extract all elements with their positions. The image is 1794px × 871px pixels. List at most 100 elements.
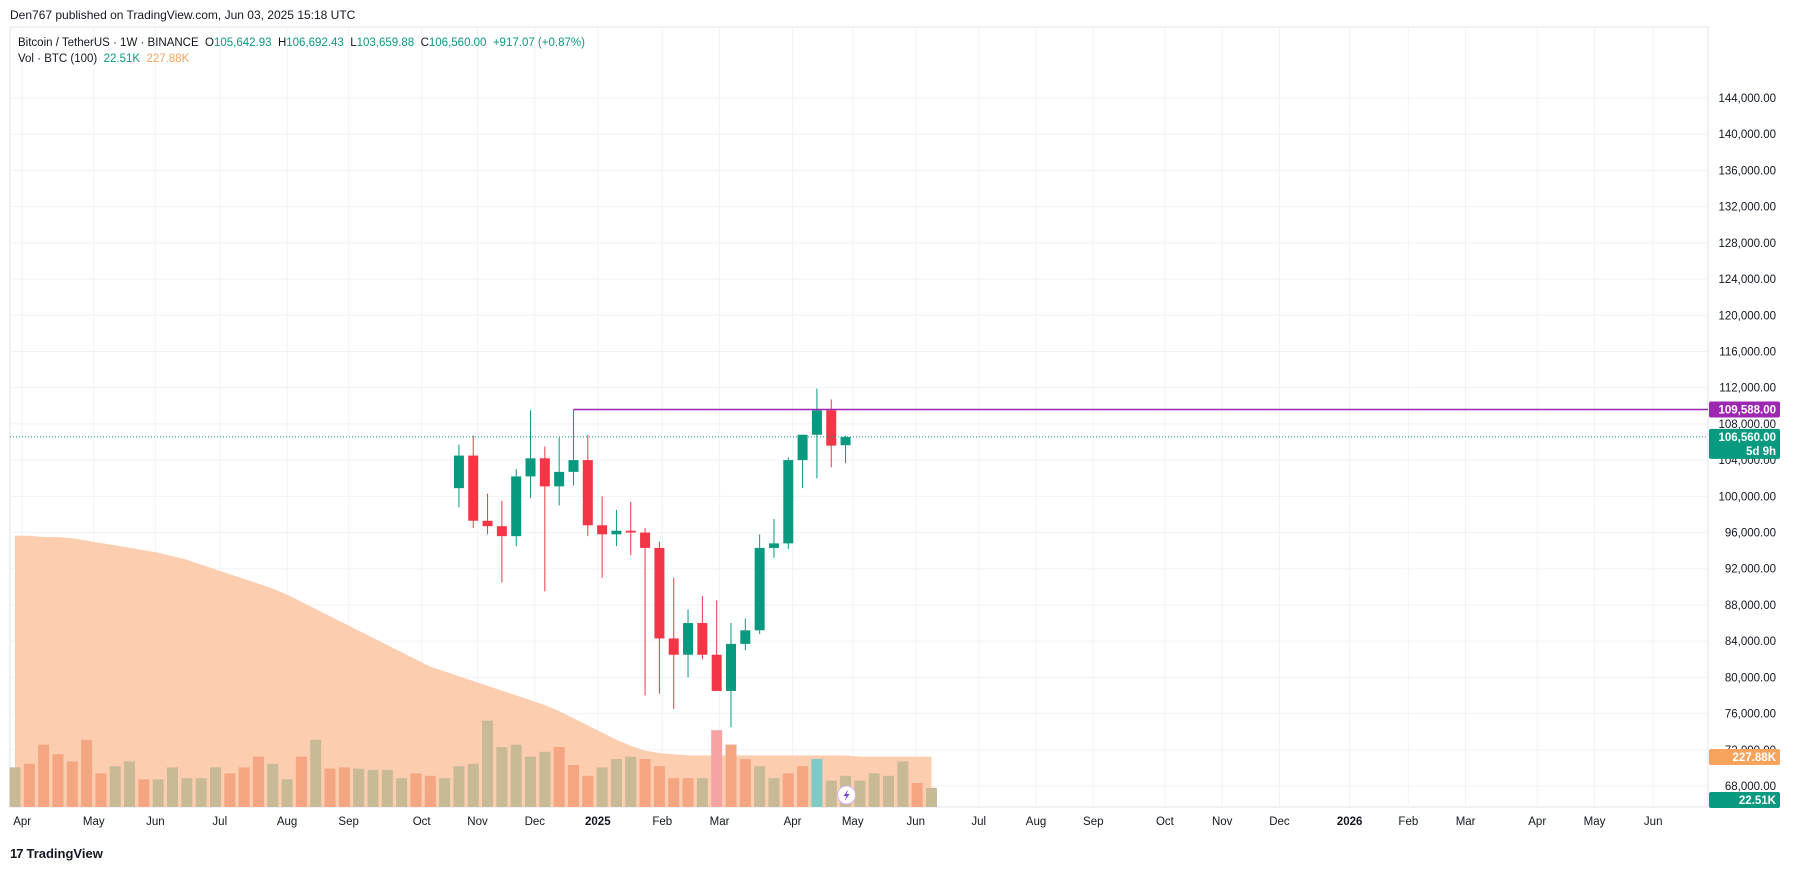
candle-body[interactable] bbox=[726, 643, 736, 691]
x-tick-label: Aug bbox=[277, 816, 297, 828]
candle-body[interactable] bbox=[754, 547, 765, 631]
candle-body[interactable] bbox=[468, 455, 479, 521]
x-tick-label: Mar bbox=[710, 816, 730, 828]
volume-bar bbox=[38, 744, 50, 807]
volume-bar bbox=[367, 769, 379, 807]
volume-bar bbox=[9, 767, 21, 807]
volume-bar bbox=[868, 773, 880, 807]
candle-body[interactable] bbox=[826, 410, 837, 446]
candle-body[interactable] bbox=[797, 434, 808, 461]
volume-bar bbox=[467, 763, 479, 807]
y-tick-label: 132,000.00 bbox=[1718, 202, 1776, 214]
x-tick-label: Feb bbox=[1398, 816, 1418, 828]
volume-bar bbox=[711, 730, 723, 807]
legend-high-label: H bbox=[277, 37, 287, 49]
y-tick-label: 136,000.00 bbox=[1718, 165, 1776, 177]
x-tick-label: Jun bbox=[1644, 816, 1663, 828]
y-tick-label: 84,000.00 bbox=[1725, 636, 1776, 648]
candle-body[interactable] bbox=[625, 530, 636, 533]
y-tick-label: 96,000.00 bbox=[1725, 528, 1776, 540]
legend-low-label: L bbox=[350, 37, 357, 49]
candle-body[interactable] bbox=[768, 543, 779, 548]
tradingview-footer[interactable]: 17 TradingView bbox=[10, 846, 103, 861]
resistance-price-badge[interactable]: 109,588.00 bbox=[1709, 401, 1780, 418]
x-tick-label: Dec bbox=[525, 816, 546, 828]
volume-ma-badge-text: 227.88K bbox=[1733, 752, 1777, 764]
x-tick-label: Jun bbox=[906, 816, 925, 828]
legend-low-value: 103,659.88 bbox=[356, 37, 415, 49]
volume-bar bbox=[639, 759, 651, 807]
volume-bar bbox=[381, 769, 393, 807]
volume-bar bbox=[95, 773, 107, 807]
candle-body[interactable] bbox=[697, 623, 708, 655]
y-tick-label: 144,000.00 bbox=[1718, 93, 1776, 105]
legend-close-value: 106,560.00 bbox=[428, 37, 487, 49]
x-tick-label: Apr bbox=[13, 816, 31, 828]
volume-bar bbox=[725, 744, 737, 807]
x-tick-label: Feb bbox=[652, 816, 672, 828]
candle-body[interactable] bbox=[525, 458, 536, 477]
legend-close-label: C bbox=[420, 37, 429, 49]
volume-bar bbox=[797, 766, 809, 807]
volume-bar bbox=[625, 756, 637, 807]
y-tick-label: 112,000.00 bbox=[1719, 383, 1776, 395]
candle-body[interactable] bbox=[711, 654, 722, 691]
volume-bar bbox=[482, 720, 494, 807]
last-price-badge-bg bbox=[1709, 428, 1780, 459]
legend-volume-ma-value: 227.88K bbox=[146, 53, 190, 65]
legend-volume-row: Vol · BTC (100) 22.51K 227.88K bbox=[18, 51, 585, 67]
tradingview-brand: TradingView bbox=[26, 846, 103, 861]
last-price-badge-text: 5d 9h bbox=[1746, 446, 1776, 458]
candle-body[interactable] bbox=[582, 460, 593, 526]
candle-body[interactable] bbox=[554, 471, 565, 487]
volume-bar bbox=[195, 778, 207, 807]
candle-body[interactable] bbox=[640, 532, 651, 548]
x-tick-label: Sep bbox=[1083, 816, 1103, 828]
legend-symbol[interactable]: Bitcoin / TetherUS · 1W · BINANCE bbox=[18, 37, 199, 49]
volume-bar bbox=[267, 763, 279, 807]
volume-bar bbox=[825, 780, 837, 807]
volume-bar bbox=[310, 739, 322, 807]
volume-ma-badge[interactable]: 227.88K bbox=[1709, 749, 1780, 765]
candle-body[interactable] bbox=[539, 458, 550, 487]
volume-ma-badge-bg bbox=[1709, 749, 1780, 765]
candle-body[interactable] bbox=[840, 436, 851, 446]
candle-body[interactable] bbox=[597, 525, 608, 535]
volume-bar bbox=[281, 779, 293, 807]
volume-badge-bg bbox=[1709, 792, 1780, 808]
candle-body[interactable] bbox=[611, 530, 622, 535]
legend-open-value: 105,642.93 bbox=[214, 37, 272, 49]
volume-bar bbox=[539, 751, 551, 807]
candle-body[interactable] bbox=[511, 476, 522, 537]
volume-bar bbox=[152, 779, 164, 807]
candle-body[interactable] bbox=[811, 410, 822, 435]
volume-badge[interactable]: 22.51K bbox=[1709, 792, 1780, 808]
volume-bar bbox=[66, 761, 78, 807]
volume-bar bbox=[754, 766, 766, 807]
y-tick-label: 116,000.00 bbox=[1719, 346, 1776, 358]
candle-body[interactable] bbox=[740, 630, 751, 644]
last-price-badge[interactable]: 106,560.00 5d 9h bbox=[1709, 428, 1780, 459]
y-tick-label: 120,000.00 bbox=[1718, 310, 1776, 322]
candle-body[interactable] bbox=[496, 526, 507, 537]
volume-bar bbox=[682, 778, 694, 807]
candle-body[interactable] bbox=[783, 460, 794, 544]
volume-bar bbox=[596, 767, 608, 807]
volume-bar bbox=[897, 761, 909, 807]
legend-volume-label[interactable]: Vol · BTC (100) bbox=[18, 53, 98, 65]
candle-body[interactable] bbox=[654, 547, 665, 639]
volume-bar bbox=[410, 773, 422, 807]
volume-bar bbox=[181, 778, 193, 807]
y-tick-label: 88,000.00 bbox=[1725, 600, 1776, 612]
candle-body[interactable] bbox=[568, 460, 579, 472]
x-tick-label: Mar bbox=[1456, 816, 1476, 828]
candle-body[interactable] bbox=[668, 638, 679, 655]
candle-body[interactable] bbox=[683, 623, 694, 655]
candle-body[interactable] bbox=[453, 455, 464, 489]
volume-bar bbox=[883, 775, 895, 807]
volume-bar bbox=[567, 765, 579, 807]
candle-body[interactable] bbox=[482, 520, 493, 527]
y-tick-label: 128,000.00 bbox=[1718, 238, 1776, 250]
publish-info: Den767 published on TradingView.com, Jun… bbox=[10, 8, 356, 22]
